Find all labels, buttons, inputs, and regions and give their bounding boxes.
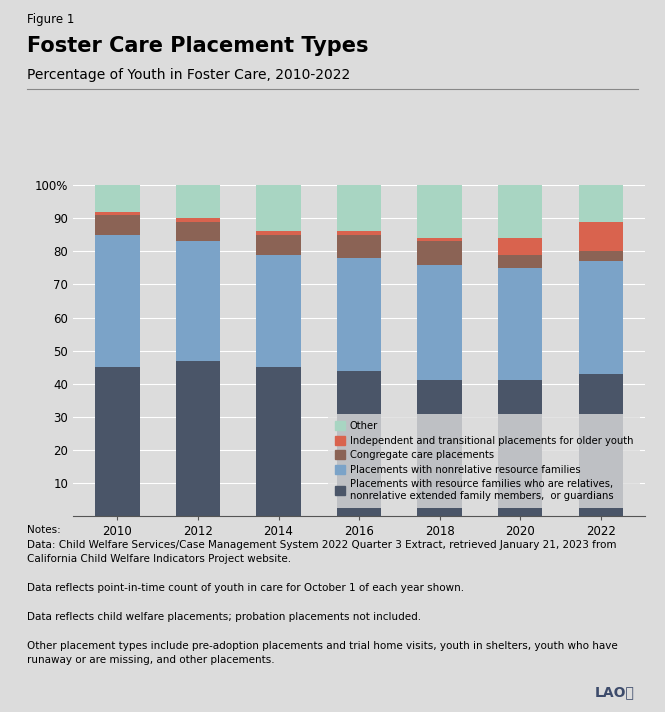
Bar <box>579 374 623 516</box>
Bar <box>176 185 220 218</box>
Bar <box>176 221 220 241</box>
Bar <box>418 241 462 265</box>
Bar <box>418 238 462 241</box>
Bar <box>498 268 543 380</box>
Bar <box>418 380 462 516</box>
Bar <box>95 235 140 367</box>
Bar <box>498 380 543 516</box>
Bar <box>257 235 301 255</box>
Bar <box>498 255 543 268</box>
Bar <box>418 265 462 380</box>
Bar <box>257 231 301 235</box>
Text: Foster Care Placement Types: Foster Care Placement Types <box>27 36 368 56</box>
Text: Notes:
Data: Child Welfare Services/Case Management System 2022 Quarter 3 Extrac: Notes: Data: Child Welfare Services/Case… <box>27 525 617 665</box>
Text: Percentage of Youth in Foster Care, 2010-2022: Percentage of Youth in Foster Care, 2010… <box>27 68 350 82</box>
Bar <box>337 258 381 370</box>
Bar <box>95 215 140 235</box>
Bar <box>498 185 543 238</box>
Bar <box>176 241 220 360</box>
Bar <box>579 221 623 251</box>
Text: Figure 1: Figure 1 <box>27 13 74 26</box>
Bar <box>257 255 301 367</box>
Bar <box>337 235 381 258</box>
Bar <box>418 185 462 238</box>
Bar <box>579 251 623 261</box>
Bar <box>95 367 140 516</box>
Legend: Other, Independent and transitional placements for older youth, Congregate care : Other, Independent and transitional plac… <box>328 414 640 508</box>
Text: LAO⯈: LAO⯈ <box>595 685 635 699</box>
Bar <box>176 360 220 516</box>
Bar <box>337 185 381 231</box>
Bar <box>176 218 220 221</box>
Bar <box>257 367 301 516</box>
Bar <box>498 238 543 255</box>
Bar <box>579 261 623 374</box>
Bar <box>95 185 140 211</box>
Bar <box>579 185 623 221</box>
Bar <box>95 211 140 215</box>
Bar <box>257 185 301 231</box>
Bar <box>337 231 381 235</box>
Bar <box>337 370 381 516</box>
